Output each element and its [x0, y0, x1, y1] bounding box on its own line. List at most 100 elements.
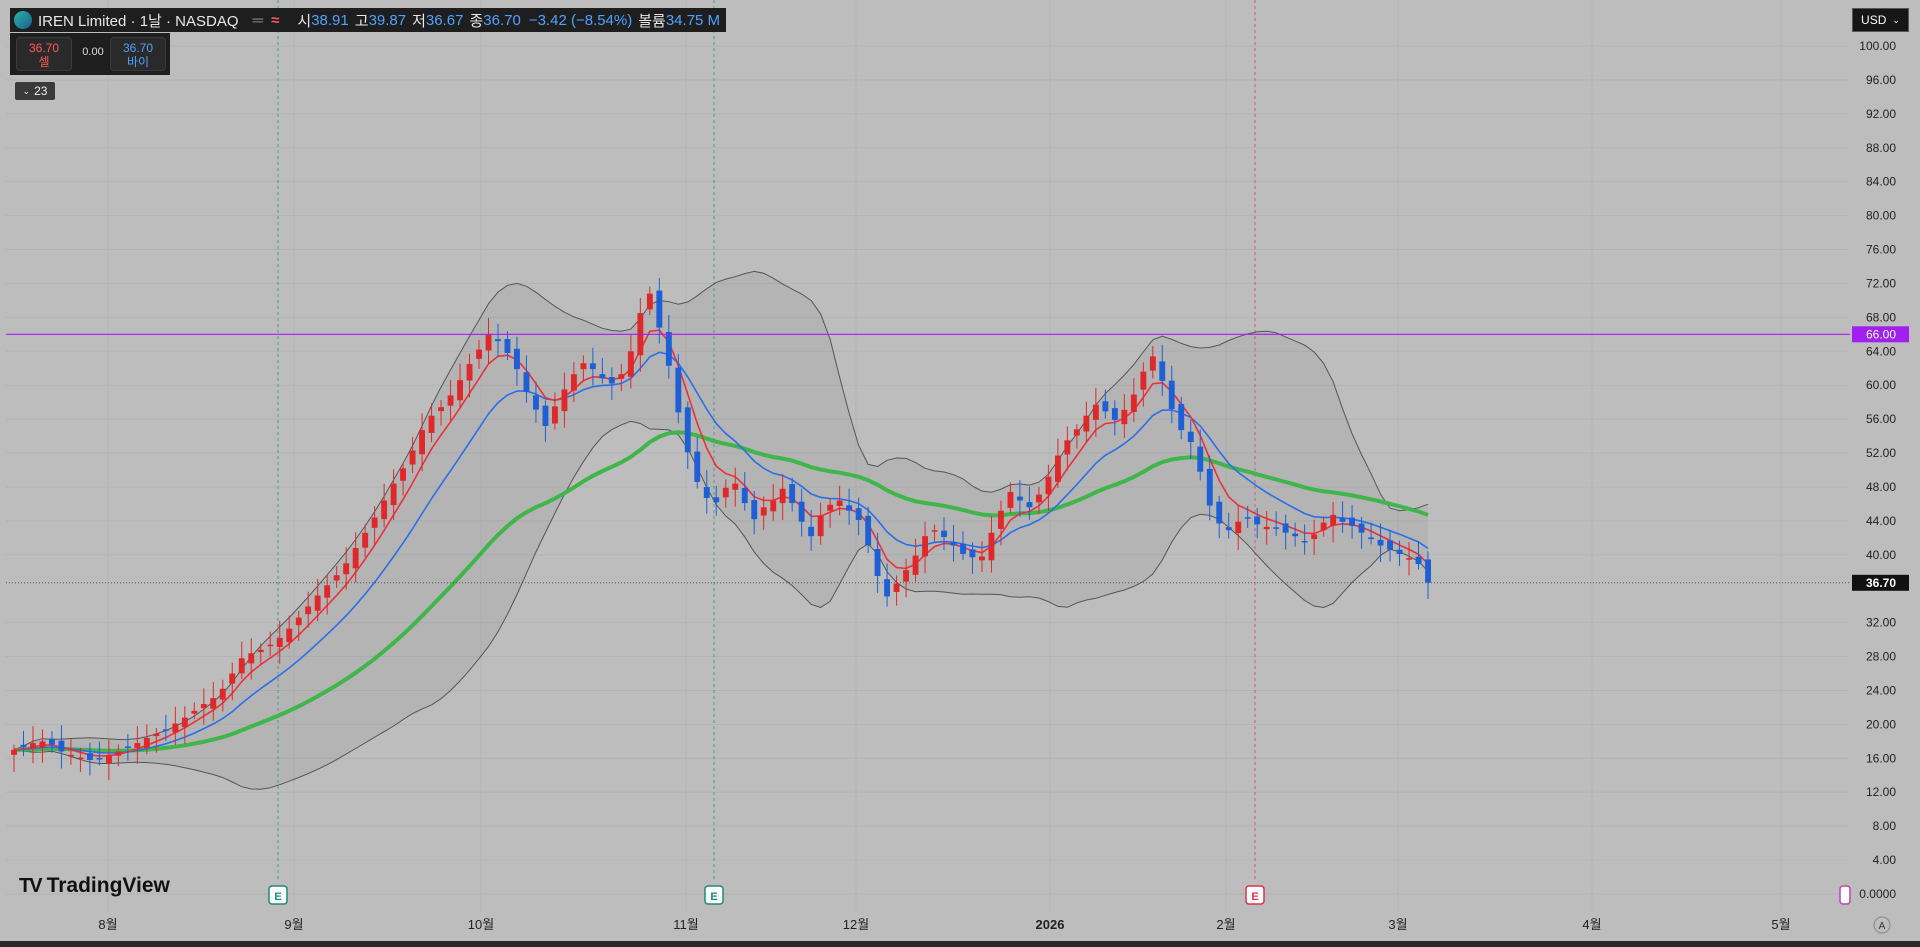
open-value: 38.91 — [311, 11, 349, 29]
candle-body — [589, 363, 596, 370]
candle-body — [808, 526, 815, 537]
candle-body — [58, 740, 65, 752]
time-tick-label: 5월 — [1771, 917, 1790, 932]
candle-body — [438, 407, 444, 412]
candle-body — [11, 749, 17, 755]
earnings-marker-icon[interactable] — [268, 885, 288, 905]
dash-icon: ═ — [252, 11, 264, 29]
low-label: 저 — [412, 12, 426, 30]
high-label: 고 — [354, 12, 369, 30]
moving-average-fast — [13, 329, 1429, 757]
candle-body — [191, 710, 198, 714]
price-tick-label: 72.00 — [1866, 276, 1896, 290]
candle-body — [912, 555, 919, 575]
candle-body — [1197, 446, 1204, 472]
bottom-bar — [0, 941, 1920, 947]
candle-body — [106, 754, 112, 764]
candle-body — [1206, 468, 1213, 506]
candle-body — [988, 532, 995, 561]
earnings-marker-icon[interactable] — [1245, 885, 1265, 905]
candle-body — [305, 606, 312, 615]
candle-body — [561, 389, 568, 412]
price-tick-label: 12.00 — [1866, 785, 1896, 799]
candle-body — [703, 487, 710, 498]
candle-body — [1282, 523, 1289, 533]
candle-body — [741, 488, 748, 504]
candle-body — [1406, 558, 1412, 560]
candlestick-series — [11, 278, 1431, 781]
open-label: 시 — [297, 12, 312, 30]
buy-price: 36.70 — [122, 41, 154, 55]
sell-button[interactable]: 36.70 셀 — [16, 37, 72, 71]
candle-body — [542, 405, 549, 426]
earnings-marker-icon[interactable] — [704, 885, 724, 905]
candle-body — [210, 698, 217, 709]
candle-body — [1055, 455, 1061, 482]
price-tick-label: 20.00 — [1866, 717, 1896, 731]
candle-body — [627, 351, 634, 377]
candle-body — [286, 628, 293, 643]
candle-body — [68, 754, 74, 757]
candle-body — [124, 746, 131, 748]
time-axis[interactable]: 8월 9월 10월 11월 12월 2026 2월 3월 4월 5월 — [98, 917, 1790, 932]
candle-body — [343, 563, 350, 575]
candle-body — [115, 751, 122, 756]
candle-body — [1292, 533, 1299, 537]
earnings-marker-label: E — [274, 891, 281, 903]
price-axis[interactable]: 100.00 96.00 92.00 88.00 84.00 80.00 76.00 72.0… — [1852, 39, 1909, 934]
candle-body — [846, 505, 853, 511]
candle-body — [1168, 380, 1175, 409]
candle-body — [1273, 527, 1280, 529]
time-tick-label: 9월 — [284, 917, 303, 932]
candle-body — [295, 617, 302, 626]
time-tick-label: 4월 — [1582, 917, 1601, 932]
candle-body — [447, 395, 454, 406]
indicator-count: 23 — [34, 84, 48, 98]
spread-value: 0.00 — [82, 46, 104, 58]
band-fill — [14, 271, 1428, 790]
approx-icon: ≈ — [271, 11, 280, 29]
candle-body — [665, 332, 672, 366]
price-tick-label: 96.00 — [1866, 73, 1896, 87]
last-price-label: 36.70 — [1866, 576, 1896, 590]
currency-selector[interactable]: USD ⌄ — [1852, 8, 1909, 32]
candle-body — [779, 488, 786, 504]
price-tick-label: 4.00 — [1873, 853, 1897, 867]
candle-body — [950, 542, 957, 546]
tradingview-logo[interactable]: TV TradingView — [19, 874, 170, 898]
candle-body — [495, 339, 501, 342]
price-tick-label: 40.00 — [1866, 548, 1896, 562]
candle-body — [77, 757, 84, 759]
candle-body — [1111, 408, 1118, 420]
earnings-marker-label: E — [710, 891, 717, 903]
candle-body — [1121, 409, 1128, 425]
price-tick-label: 32.00 — [1866, 616, 1896, 630]
auto-scale-button[interactable] — [1873, 916, 1891, 934]
price-tick-label: 76.00 — [1866, 243, 1896, 257]
candle-body — [836, 500, 843, 506]
candle-body — [267, 644, 274, 647]
candle-body — [931, 530, 938, 532]
candle-body — [219, 688, 226, 700]
candle-body — [1235, 521, 1242, 534]
price-tick-label: 92.00 — [1866, 107, 1896, 121]
candle-body — [884, 579, 890, 597]
symbol-title[interactable]: IREN Limited · 1날 · NASDAQ — [38, 12, 239, 30]
candle-body — [969, 549, 976, 558]
buy-button[interactable]: 36.70 바이 — [110, 37, 166, 71]
indicators-toggle-button[interactable]: ⌄ 23 — [15, 82, 55, 100]
candle-body — [314, 595, 321, 611]
candle-body — [324, 585, 331, 598]
candle-body — [608, 377, 615, 384]
level-price-tag — [1852, 326, 1909, 343]
candle-body — [1330, 514, 1337, 526]
candle-body — [1007, 492, 1014, 508]
candle-body — [533, 395, 539, 410]
candle-body — [580, 363, 587, 370]
candle-body — [1244, 517, 1251, 519]
high-value: 39.87 — [368, 11, 407, 29]
candle-body — [1083, 415, 1090, 432]
